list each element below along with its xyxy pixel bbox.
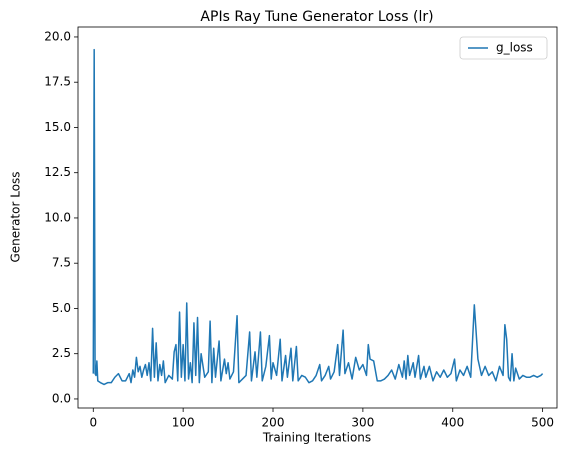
y-tick-label: 2.5 <box>52 346 71 360</box>
y-tick-label: 20.0 <box>44 29 71 43</box>
legend-box <box>459 36 548 60</box>
x-tick-label: 200 <box>262 416 285 430</box>
line <box>92 48 544 386</box>
x-tick-label: 400 <box>441 416 464 430</box>
chart-title: APIs Ray Tune Generator Loss (lr) <box>200 9 433 25</box>
legend-label: g_loss <box>496 41 533 55</box>
x-axis-label: Training Iterations <box>262 431 371 445</box>
x-tick-label: 100 <box>172 416 195 430</box>
y-tick-label: 17.5 <box>44 75 71 89</box>
y-tick-label: 0.0 <box>52 391 71 405</box>
y-tick-label: 10.0 <box>44 210 71 224</box>
y-tick-label: 7.5 <box>52 256 71 270</box>
x-tick-label: 500 <box>531 416 554 430</box>
y-axis-label: Generator Loss <box>9 171 23 262</box>
axes-frame <box>77 26 558 409</box>
y-tick-label: 5.0 <box>52 301 71 315</box>
y-tick-label: 12.5 <box>44 165 71 179</box>
x-tick-label: 0 <box>89 416 97 430</box>
y-tick-label: 15.0 <box>44 120 71 134</box>
x-tick-label: 300 <box>351 416 374 430</box>
